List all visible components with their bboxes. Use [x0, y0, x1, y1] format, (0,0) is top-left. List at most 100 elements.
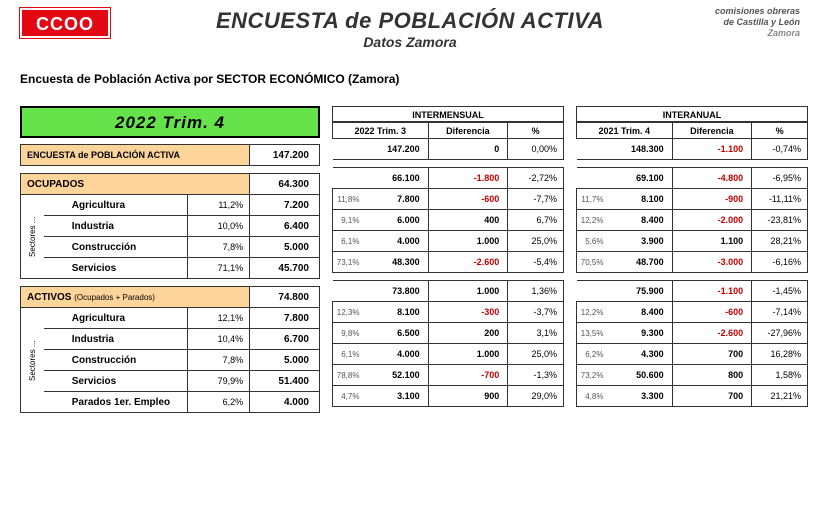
compare-value: 52.100 — [362, 365, 428, 386]
compare-value: 8.100 — [606, 189, 672, 210]
data-row: 73,1%48.300-2.600-5,4% — [333, 252, 564, 273]
share-pct: 4,7% — [333, 386, 363, 407]
share-pct: 11,7% — [577, 189, 607, 210]
data-row: 148.300-1.100-0,74% — [577, 139, 808, 160]
difference: -600 — [672, 302, 752, 323]
mid-col-headers: 2022 Trim. 3 Diferencia % — [333, 123, 564, 139]
sector-row: Servicios71,1%45.700 — [21, 258, 320, 279]
activos-label: ACTIVOS (Ocupados + Parados) — [21, 287, 250, 308]
share-pct: 11,8% — [333, 189, 363, 210]
right-c2: Diferencia — [672, 123, 752, 139]
difference: 700 — [672, 386, 752, 407]
right-table: 2021 Trim. 4 Diferencia % 148.300-1.100-… — [576, 122, 808, 407]
left-table: ENCUESTA de POBLACIÓN ACTIVA 147.200 OCU… — [20, 144, 320, 413]
data-row: 12,2%8.400-2.000-23,81% — [577, 210, 808, 231]
pct-change: -6,16% — [752, 252, 808, 273]
sector-label: Servicios — [44, 371, 188, 392]
difference: 1.000 — [428, 344, 508, 365]
share-pct: 73,2% — [577, 365, 607, 386]
sector-pct: 6,2% — [188, 392, 250, 413]
sector-value: 5.000 — [250, 350, 320, 371]
compare-value: 8.100 — [362, 302, 428, 323]
data-row: 5,6%3.9001.10028,21% — [577, 231, 808, 252]
pct-change: -2,72% — [508, 168, 564, 189]
difference: 1.000 — [428, 231, 508, 252]
compare-value: 4.000 — [362, 344, 428, 365]
compare-value: 75.900 — [577, 281, 673, 302]
share-pct: 9,8% — [333, 323, 363, 344]
share-pct: 70,5% — [577, 252, 607, 273]
sector-value: 7.800 — [250, 308, 320, 329]
sector-row: Parados 1er. Empleo6,2%4.000 — [21, 392, 320, 413]
sector-label: Construcción — [44, 237, 188, 258]
left-column: 2022 Trim. 4 ENCUESTA de POBLACIÓN ACTIV… — [20, 106, 320, 413]
difference: -2.000 — [672, 210, 752, 231]
compare-value: 6.500 — [362, 323, 428, 344]
sector-label: Servicios — [44, 258, 188, 279]
difference: 200 — [428, 323, 508, 344]
pct-change: -3,7% — [508, 302, 564, 323]
pct-change: 0,00% — [508, 139, 564, 160]
sector-pct: 10,4% — [188, 329, 250, 350]
mid-group-header: INTERMENSUAL — [332, 106, 564, 122]
compare-value: 66.100 — [333, 168, 429, 189]
org-line1: comisiones obreras — [715, 6, 800, 17]
difference: -1.100 — [672, 139, 752, 160]
sector-label: Agricultura — [44, 195, 188, 216]
difference: -4.800 — [672, 168, 752, 189]
period-box: 2022 Trim. 4 — [20, 106, 320, 138]
sector-value: 5.000 — [250, 237, 320, 258]
share-pct: 6,2% — [577, 344, 607, 365]
sector-label: Agricultura — [44, 308, 188, 329]
activos-value: 74.800 — [250, 287, 320, 308]
pct-change: -27,96% — [752, 323, 808, 344]
pct-change: 3,1% — [508, 323, 564, 344]
header: CCOO ENCUESTA de POBLACIÓN ACTIVA Datos … — [0, 0, 820, 54]
sector-pct: 7,8% — [188, 350, 250, 371]
sector-label: Parados 1er. Empleo — [44, 392, 188, 413]
compare-value: 3.100 — [362, 386, 428, 407]
difference: 1.000 — [428, 281, 508, 302]
difference: 800 — [672, 365, 752, 386]
share-pct: 4,8% — [577, 386, 607, 407]
compare-value: 9.300 — [606, 323, 672, 344]
compare-value: 8.400 — [606, 302, 672, 323]
ocupados-row: OCUPADOS 64.300 — [21, 174, 320, 195]
section-title: Encuesta de Población Activa por SECTOR … — [20, 72, 800, 86]
difference: -700 — [428, 365, 508, 386]
pct-change: -11,11% — [752, 189, 808, 210]
right-column: INTERANUAL 2021 Trim. 4 Diferencia % 148… — [576, 106, 808, 413]
share-pct: 6,1% — [333, 231, 363, 252]
mid-table: 2022 Trim. 3 Diferencia % 147.20000,00%6… — [332, 122, 564, 407]
difference: 700 — [672, 344, 752, 365]
sector-pct: 7,8% — [188, 237, 250, 258]
compare-value: 8.400 — [606, 210, 672, 231]
pct-change: -6,95% — [752, 168, 808, 189]
pct-change: 1,36% — [508, 281, 564, 302]
data-row: 69.100-4.800-6,95% — [577, 168, 808, 189]
pct-change: -1,45% — [752, 281, 808, 302]
share-pct: 6,1% — [333, 344, 363, 365]
difference: -600 — [428, 189, 508, 210]
compare-value: 3.300 — [606, 386, 672, 407]
sector-pct: 71,1% — [188, 258, 250, 279]
pct-change: -0,74% — [752, 139, 808, 160]
compare-value: 50.600 — [606, 365, 672, 386]
sector-label: Industria — [44, 216, 188, 237]
compare-value: 73.800 — [333, 281, 429, 302]
compare-value: 48.300 — [362, 252, 428, 273]
pct-change: -1,3% — [508, 365, 564, 386]
sector-row: Construcción7,8%5.000 — [21, 350, 320, 371]
right-c3: % — [752, 123, 808, 139]
org-label: comisiones obreras de Castilla y León Za… — [715, 6, 800, 38]
data-row: 4,8%3.30070021,21% — [577, 386, 808, 407]
pct-change: 29,0% — [508, 386, 564, 407]
org-line3: Zamora — [715, 28, 800, 39]
difference: 400 — [428, 210, 508, 231]
compare-value: 148.300 — [577, 139, 673, 160]
sector-value: 7.200 — [250, 195, 320, 216]
share-pct: 5,6% — [577, 231, 607, 252]
right-group-header: INTERANUAL — [576, 106, 808, 122]
epa-row: ENCUESTA de POBLACIÓN ACTIVA 147.200 — [21, 145, 320, 166]
share-pct: 12,3% — [333, 302, 363, 323]
